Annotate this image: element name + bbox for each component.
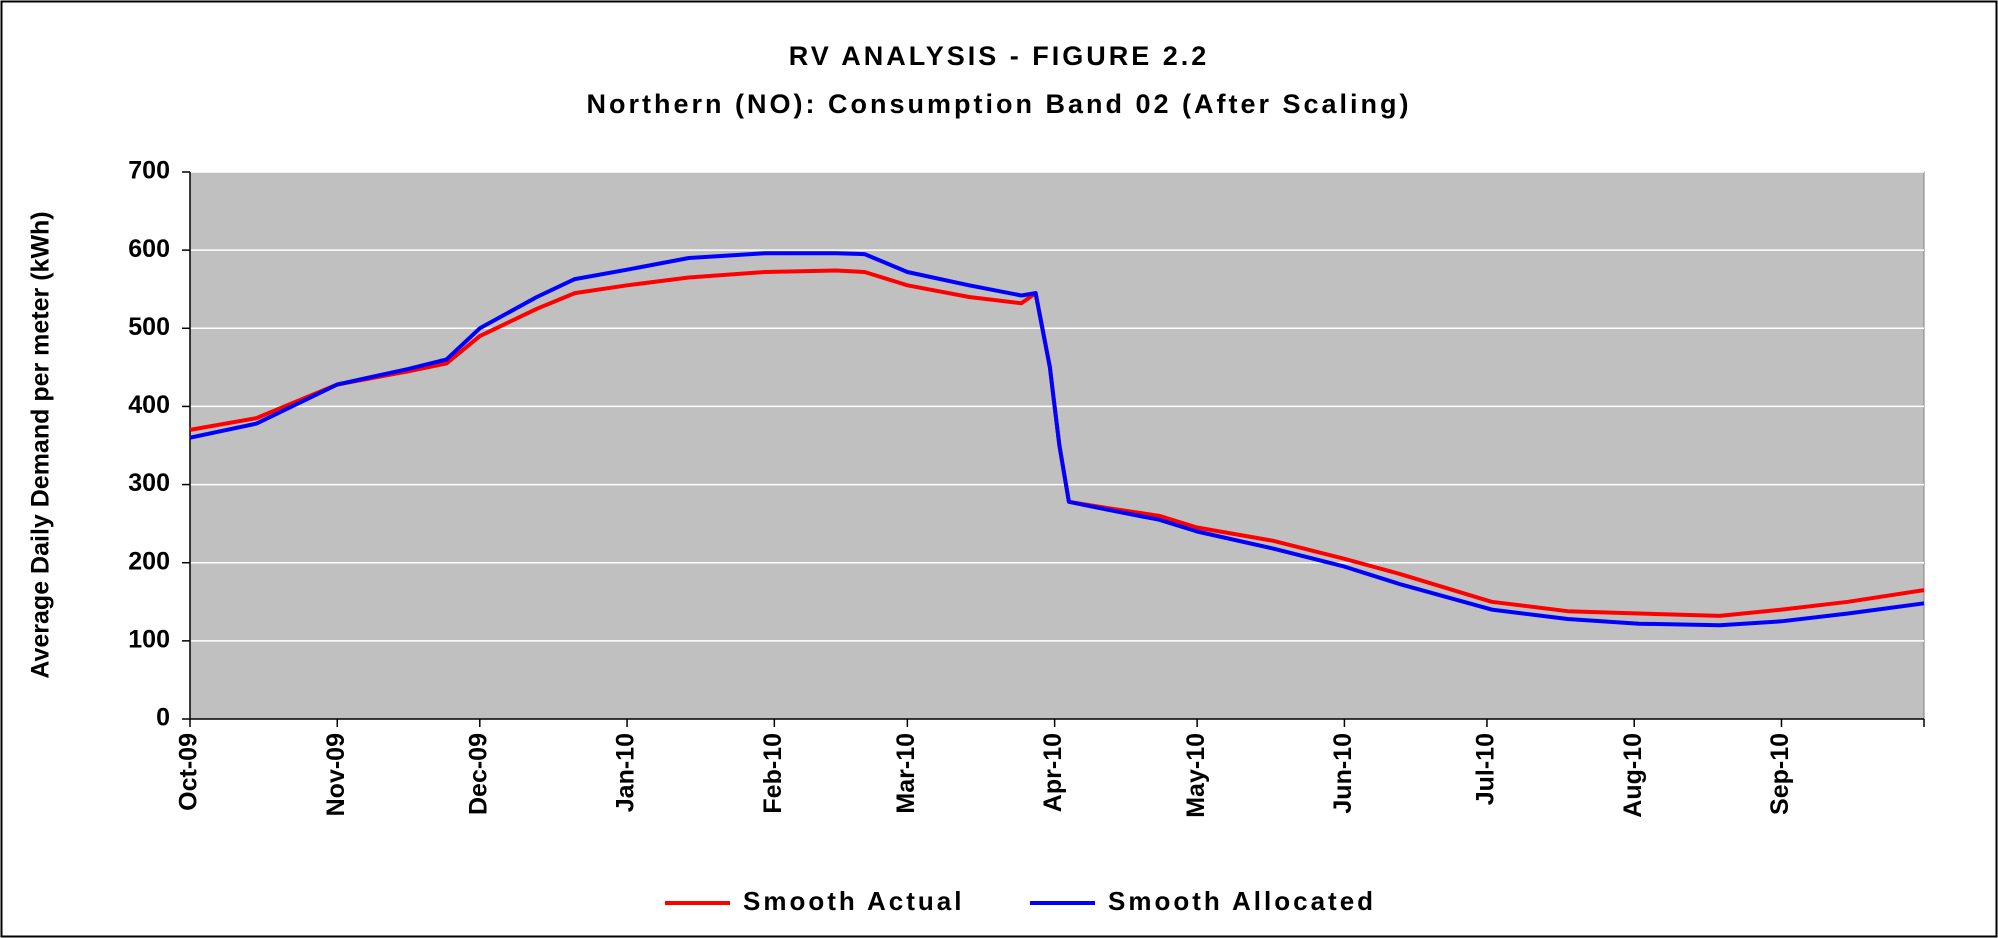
series-line [189, 251, 1925, 628]
x-tick-label: Nov-09 [322, 733, 350, 816]
y-tick-label: 100 [128, 625, 170, 653]
y-tick-label: 0 [156, 704, 170, 732]
x-tick-label: Oct-09 [175, 733, 203, 811]
x-tick-label: Mar-10 [892, 733, 920, 814]
y-tick-label: 400 [128, 391, 170, 419]
y-tick-label: 700 [128, 157, 170, 185]
x-tick-label: Feb-10 [759, 733, 787, 814]
x-tick-label: May-10 [1182, 733, 1210, 818]
x-tick-label: Apr-10 [1039, 733, 1067, 812]
y-tick-label: 300 [128, 469, 170, 497]
chart-title: RV ANALYSIS - FIGURE 2.2 [789, 41, 1210, 71]
y-tick-label: 500 [128, 313, 170, 341]
x-tick-label: Jan-10 [612, 733, 640, 812]
x-tick-label: Sep-10 [1766, 733, 1794, 815]
x-tick-label: Jul-10 [1472, 733, 1500, 805]
legend-label: Smooth Allocated [1108, 886, 1376, 916]
plot-area [189, 171, 1925, 720]
x-tick-label: Jun-10 [1329, 733, 1357, 814]
y-axis-label: Average Daily Demand per meter (kWh) [27, 211, 55, 678]
x-tick-label: Aug-10 [1619, 733, 1647, 818]
x-tick-label: Dec-09 [464, 733, 492, 815]
legend-label: Smooth Actual [743, 886, 964, 916]
y-tick-label: 600 [128, 235, 170, 263]
y-tick-label: 200 [128, 547, 170, 575]
chart-subtitle: Northern (NO): Consumption Band 02 (Afte… [587, 89, 1412, 119]
